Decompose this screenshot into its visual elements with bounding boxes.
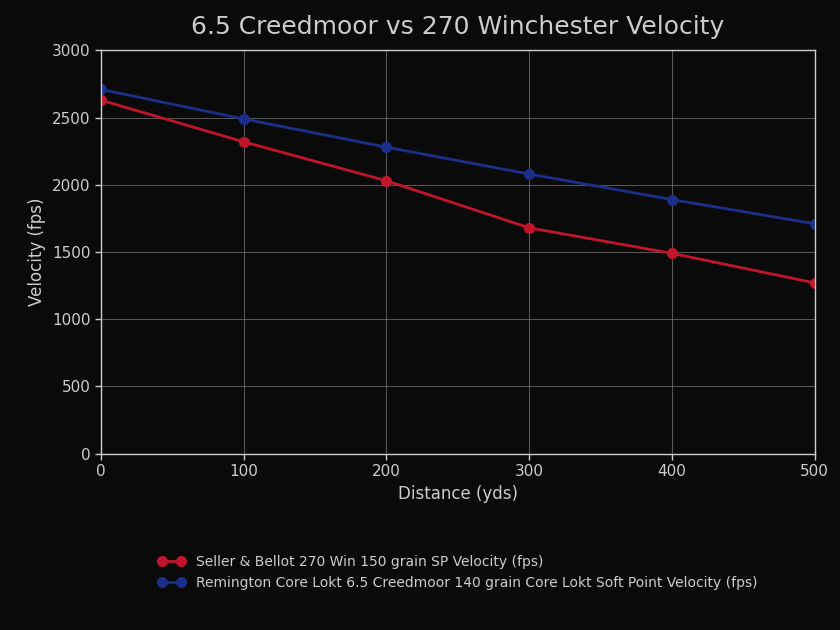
Legend: Seller & Bellot 270 Win 150 grain SP Velocity (fps), Remington Core Lokt 6.5 Cre: Seller & Bellot 270 Win 150 grain SP Vel… (152, 549, 764, 595)
Remington Core Lokt 6.5 Creedmoor 140 grain Core Lokt Soft Point Velocity (fps) (381, 144, 391, 151)
Remington Core Lokt 6.5 Creedmoor 140 grain Core Lokt Soft Point Velocity (fps) (524, 170, 534, 178)
Line: Remington Core Lokt 6.5 Creedmoor 140 grain Core Lokt Soft Point Velocity (fps): Remington Core Lokt 6.5 Creedmoor 140 gr… (96, 84, 820, 229)
Remington Core Lokt 6.5 Creedmoor 140 grain Core Lokt Soft Point Velocity (fps) (810, 220, 820, 227)
Seller & Bellot 270 Win 150 grain SP Velocity (fps) (239, 138, 249, 146)
Seller & Bellot 270 Win 150 grain SP Velocity (fps) (381, 177, 391, 185)
Remington Core Lokt 6.5 Creedmoor 140 grain Core Lokt Soft Point Velocity (fps) (239, 115, 249, 123)
Seller & Bellot 270 Win 150 grain SP Velocity (fps) (96, 96, 106, 104)
Seller & Bellot 270 Win 150 grain SP Velocity (fps) (524, 224, 534, 232)
Y-axis label: Velocity (fps): Velocity (fps) (29, 198, 46, 306)
X-axis label: Distance (yds): Distance (yds) (398, 484, 517, 503)
Title: 6.5 Creedmoor vs 270 Winchester Velocity: 6.5 Creedmoor vs 270 Winchester Velocity (192, 14, 724, 38)
Remington Core Lokt 6.5 Creedmoor 140 grain Core Lokt Soft Point Velocity (fps) (96, 86, 106, 93)
Seller & Bellot 270 Win 150 grain SP Velocity (fps) (810, 279, 820, 287)
Seller & Bellot 270 Win 150 grain SP Velocity (fps) (667, 249, 677, 257)
Remington Core Lokt 6.5 Creedmoor 140 grain Core Lokt Soft Point Velocity (fps) (667, 196, 677, 203)
Line: Seller & Bellot 270 Win 150 grain SP Velocity (fps): Seller & Bellot 270 Win 150 grain SP Vel… (96, 95, 820, 288)
